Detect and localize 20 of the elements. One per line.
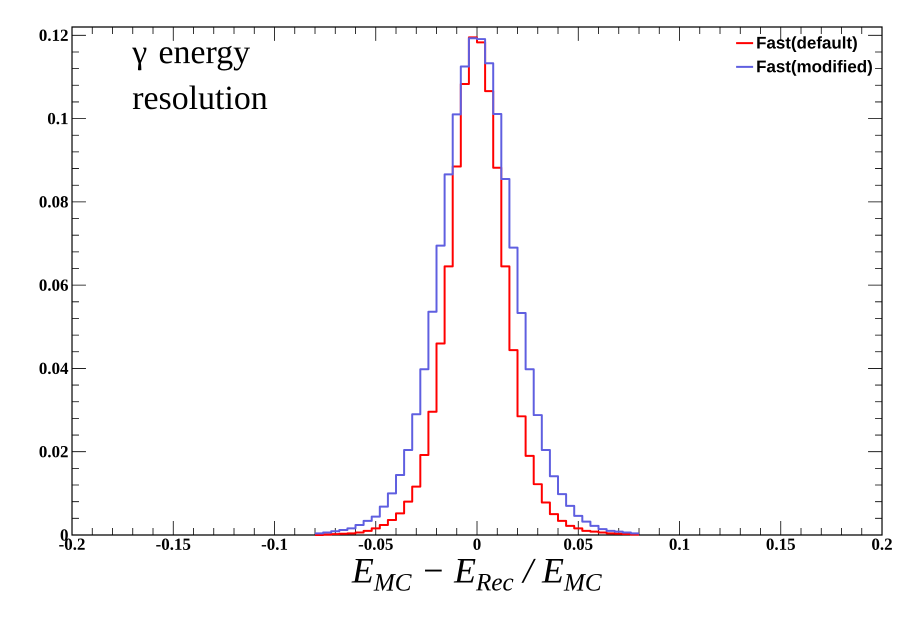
y-tick-label: 0.12 — [39, 30, 68, 42]
x-tick-label: -0.15 — [156, 538, 190, 550]
y-tick-label: 0.06 — [39, 279, 68, 291]
y-tick-label: 0.1 — [48, 112, 68, 124]
x-tick-label: 0.15 — [766, 538, 795, 550]
x-tick-label: 0.2 — [872, 538, 892, 550]
x-tick-label: -0.05 — [358, 538, 393, 550]
x-tick-label: 0 — [473, 538, 481, 550]
y-tick-label: 0.08 — [39, 196, 68, 208]
x-tick-label: -0.2 — [59, 538, 85, 550]
legend-label: Fast(default) — [757, 36, 857, 52]
legend-label: Fast(modified) — [757, 60, 872, 76]
x-tick-label: -0.1 — [262, 538, 288, 550]
x-axis-title: E$_{MC}$ − E$_{Rec}$ / E$_{MC}$ — [351, 558, 602, 591]
x-tick-label: 0.05 — [564, 538, 592, 550]
y-tick-label: 0.02 — [39, 446, 68, 458]
x-tick-label: 0.1 — [670, 538, 690, 550]
y-tick-label: 0 — [60, 529, 68, 541]
y-tick-label: 0.04 — [39, 362, 68, 374]
text: γ energy resolution — [132, 46, 268, 110]
